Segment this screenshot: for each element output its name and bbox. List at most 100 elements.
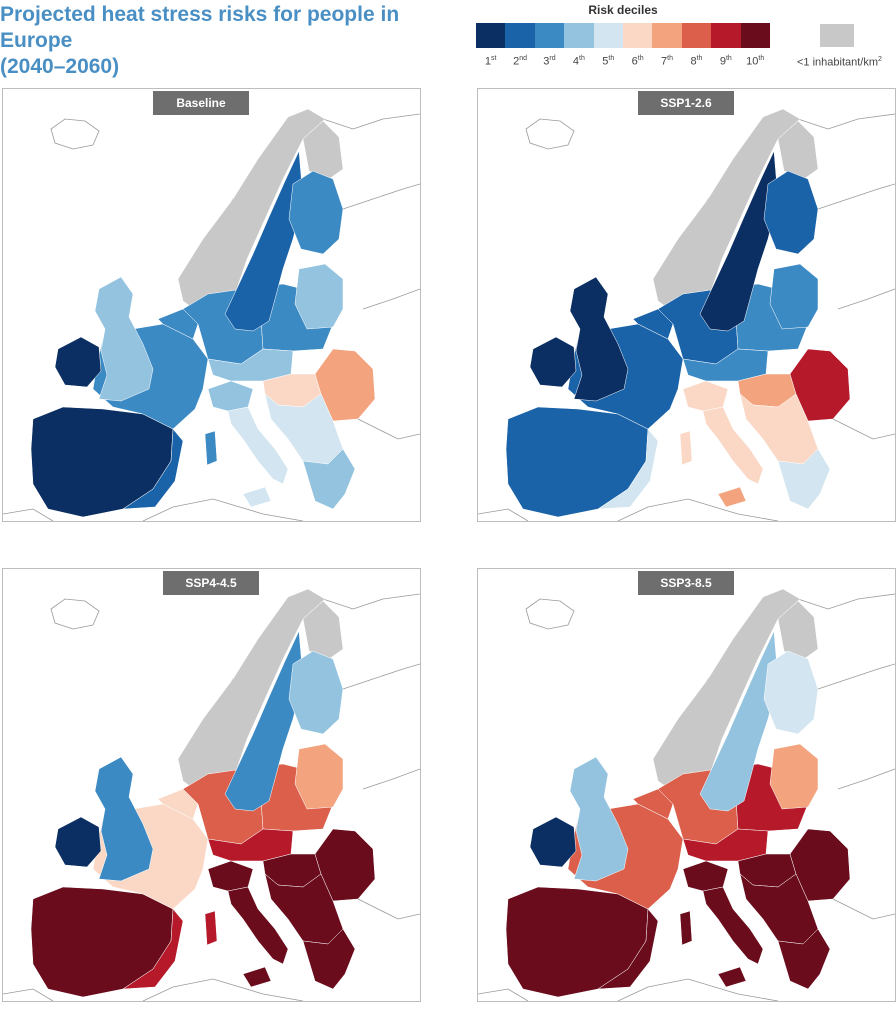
region-finland xyxy=(763,650,819,735)
finland-gray-region xyxy=(302,120,344,180)
legend-decile-label-9: 9th xyxy=(719,55,732,68)
region-finland xyxy=(288,650,344,735)
coastline-outline-5 xyxy=(837,768,895,790)
coastline-outline-3 xyxy=(617,978,779,1001)
map-title-line2: (2040–2060) xyxy=(0,55,120,78)
region-italy-north xyxy=(207,380,254,412)
map-panel-ssp3: SSP3-8.5 xyxy=(477,568,896,1002)
legend-decile-labels: 1st 2nd 3rd 4th 5th 6th 7th 8th 9th 10th xyxy=(476,55,770,68)
coastline-outline-2 xyxy=(478,988,529,1001)
map-title-line1: Projected heat stress risks for people i… xyxy=(0,3,400,52)
coastline-outline-5 xyxy=(362,288,420,310)
panel-label-baseline: Baseline xyxy=(153,91,249,115)
region-baltics xyxy=(769,263,819,330)
legend-decile-label-8: 8th xyxy=(690,55,703,68)
region-sardinia xyxy=(679,910,693,946)
region-italy-south xyxy=(702,886,764,965)
legend-decile-label-3: 3rd xyxy=(543,55,556,68)
legend-swatch-1 xyxy=(476,23,506,48)
panel-label-ssp1: SSP1-2.6 xyxy=(638,91,734,115)
map-title: Projected heat stress risks for people i… xyxy=(0,2,460,80)
coastline-outline-6 xyxy=(342,663,420,690)
coastline-outline-3 xyxy=(142,978,304,1001)
coastline-outline-7 xyxy=(322,113,420,130)
no-data-swatch xyxy=(820,24,854,47)
legend-decile-label-4: 4th xyxy=(572,55,585,68)
legend-swatch-4 xyxy=(564,23,594,48)
region-iberia-coast xyxy=(122,428,184,510)
coastline-outline-5 xyxy=(837,288,895,310)
legend-decile-label-5: 5th xyxy=(602,55,615,68)
europe-map-ssp4 xyxy=(3,588,420,1001)
coastline-outline-4 xyxy=(832,418,895,440)
legend-decile-label-2: 2nd xyxy=(513,55,528,68)
region-italy-north xyxy=(682,860,729,892)
coastline-outline-2 xyxy=(478,508,529,521)
region-baltics xyxy=(769,743,819,810)
coastline-outline-7 xyxy=(797,113,895,130)
region-greece xyxy=(777,928,831,990)
map-panel-baseline: Baseline xyxy=(2,88,421,522)
region-iberia-coast xyxy=(597,908,659,990)
iceland-outline xyxy=(50,118,100,150)
map-panel-ssp1: SSP1-2.6 xyxy=(477,88,896,522)
region-sardinia xyxy=(204,430,218,466)
region-ireland xyxy=(529,336,577,388)
region-sardinia xyxy=(204,910,218,946)
legend-swatches xyxy=(476,23,770,48)
region-uk xyxy=(94,756,154,882)
coastline-outline-2 xyxy=(3,988,54,1001)
legend-title: Risk deciles xyxy=(588,3,658,17)
region-sicily xyxy=(242,966,272,988)
region-benelux xyxy=(157,308,199,340)
coastline-outline-6 xyxy=(817,663,895,690)
region-italy-south xyxy=(227,406,289,485)
coastline-outline-3 xyxy=(617,498,779,521)
finland-gray-region xyxy=(777,120,819,180)
region-sicily xyxy=(717,486,747,508)
region-baltics xyxy=(294,263,344,330)
region-sardinia xyxy=(679,430,693,466)
legend-decile-label-1: 1st xyxy=(484,55,497,68)
region-benelux xyxy=(632,308,674,340)
region-uk xyxy=(569,756,629,882)
coastline-outline-5 xyxy=(362,768,420,790)
coastline-outline-7 xyxy=(322,593,420,610)
region-sicily xyxy=(717,966,747,988)
legend-swatch-2 xyxy=(505,23,535,48)
region-iberia-coast xyxy=(597,428,659,510)
region-uk xyxy=(569,276,629,402)
region-uk xyxy=(94,276,154,402)
finland-gray-region xyxy=(777,600,819,660)
region-baltics xyxy=(294,743,344,810)
region-sicily xyxy=(242,486,272,508)
legend-swatch-6 xyxy=(622,23,653,48)
coastline-outline-4 xyxy=(357,898,420,920)
region-ireland xyxy=(54,816,102,868)
legend-swatch-8 xyxy=(681,23,712,48)
region-finland xyxy=(763,170,819,255)
map-panel-ssp4: SSP4-4.5 xyxy=(2,568,421,1002)
region-italy-south xyxy=(227,886,289,965)
legend-decile-label-7: 7th xyxy=(661,55,674,68)
region-italy-north xyxy=(682,380,729,412)
legend-swatch-3 xyxy=(534,23,565,48)
iceland-outline xyxy=(525,598,575,630)
region-italy-south xyxy=(702,406,764,485)
region-greece xyxy=(302,928,356,990)
region-benelux xyxy=(157,788,199,820)
coastline-outline-4 xyxy=(832,898,895,920)
region-ireland xyxy=(529,816,577,868)
coastline-outline-6 xyxy=(342,183,420,210)
finland-gray-region xyxy=(302,600,344,660)
coastline-outline-7 xyxy=(797,593,895,610)
coastline-outline-6 xyxy=(817,183,895,210)
legend-decile-label-10: 10th xyxy=(746,55,765,68)
iceland-outline xyxy=(525,118,575,150)
legend-swatch-7 xyxy=(652,23,682,48)
panel-label-ssp4: SSP4-4.5 xyxy=(163,571,259,595)
legend-decile-label-6: 6th xyxy=(631,55,644,68)
no-data-label: <1 inhabitant/km2 xyxy=(797,56,882,69)
europe-map-ssp3 xyxy=(478,588,895,1001)
region-italy-north xyxy=(207,860,254,892)
